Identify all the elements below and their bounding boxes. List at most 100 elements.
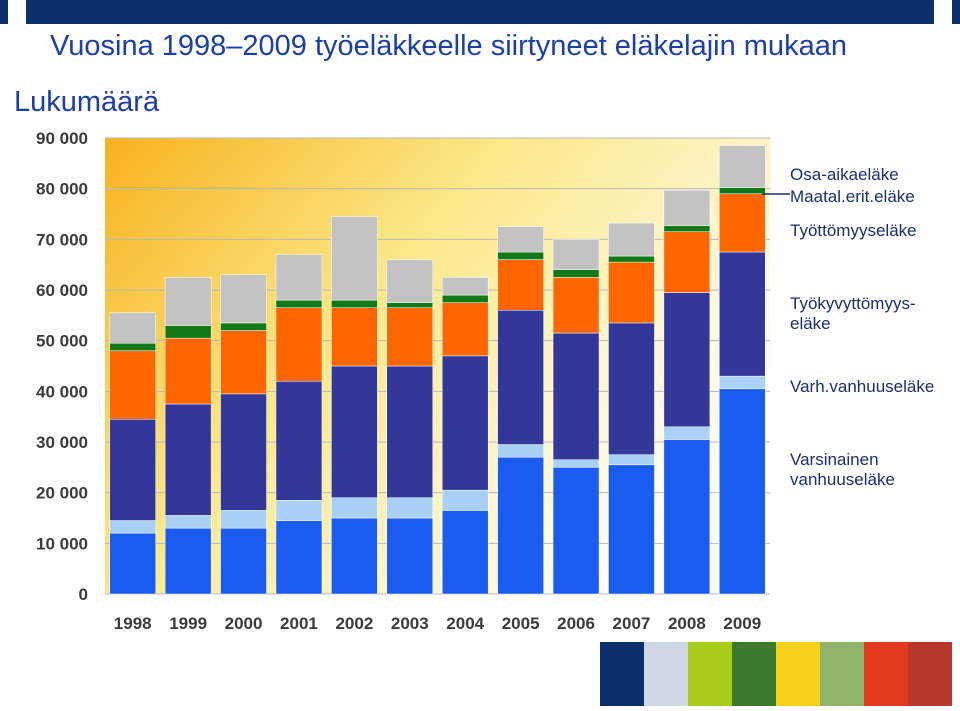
strip-block-lime bbox=[688, 642, 732, 706]
bar-segment bbox=[386, 497, 434, 519]
x-tick-label: 2006 bbox=[557, 614, 595, 633]
legend-varsinainen: Varsinainen vanhuuseläke bbox=[790, 450, 895, 489]
bar-segment bbox=[552, 467, 600, 595]
bar-segment bbox=[275, 299, 323, 308]
legend-tyokyvyttomyyselake: Työkyvyttömyys-eläke bbox=[790, 294, 916, 333]
bar-segment bbox=[275, 380, 323, 501]
bar-segment bbox=[331, 307, 378, 367]
x-axis-ticks: 1998 1999 2000 2001 2002 2003 2004 2005 2006 2007… bbox=[114, 614, 761, 633]
bar-segment bbox=[719, 187, 766, 194]
y-tick-label: 60 000 bbox=[36, 281, 88, 300]
bar-segment bbox=[386, 365, 434, 498]
y-tick-label: 30 000 bbox=[36, 433, 88, 452]
bar-segment bbox=[441, 277, 489, 296]
plot-area bbox=[105, 138, 770, 594]
bar-segment bbox=[663, 225, 711, 232]
x-tick-label: 2004 bbox=[446, 614, 484, 633]
bar-segment bbox=[164, 527, 212, 595]
bar-segment bbox=[164, 515, 212, 529]
stacked-bar-chart: 0 10 000 20 000 30 000 40 000 50 000 60 000 70 … bbox=[36, 129, 790, 633]
y-axis-ticks: 0 10 000 20 000 30 000 40 000 50 000 60 000 70 … bbox=[36, 129, 88, 604]
bar-segment bbox=[497, 226, 544, 253]
bar-segment bbox=[497, 456, 544, 595]
bar-segment bbox=[220, 322, 267, 331]
bar-segment bbox=[386, 259, 434, 303]
strip-photo-field bbox=[820, 642, 864, 706]
banner-notch-left bbox=[8, 0, 26, 24]
y-tick-label: 50 000 bbox=[36, 332, 88, 351]
bar-segment bbox=[220, 393, 267, 511]
x-tick-label: 2002 bbox=[335, 614, 373, 633]
bar-segment bbox=[719, 375, 766, 390]
bar-segment bbox=[663, 189, 711, 226]
slide-title: Vuosina 1998–2009 työeläkkeelle siirtyne… bbox=[50, 30, 847, 62]
bar-segment bbox=[275, 307, 323, 382]
bar-segment bbox=[109, 418, 156, 521]
bar-segment bbox=[663, 439, 711, 595]
bar-segment bbox=[663, 426, 711, 440]
bar-segment bbox=[719, 145, 766, 188]
bar-segment bbox=[608, 255, 655, 263]
bar-segment bbox=[608, 222, 655, 257]
bar-segment bbox=[331, 216, 378, 301]
bars bbox=[109, 145, 766, 595]
bar-segment bbox=[441, 302, 489, 357]
x-tick-label: 2003 bbox=[391, 614, 429, 633]
bar-segment bbox=[109, 520, 156, 534]
bar-segment bbox=[552, 332, 600, 460]
bar-segment bbox=[497, 444, 544, 458]
bar-segment bbox=[164, 325, 212, 339]
bar-segment bbox=[663, 292, 711, 428]
grid-lines bbox=[105, 137, 770, 595]
bar-segment bbox=[386, 517, 434, 595]
bar-segment bbox=[331, 365, 378, 498]
decorative-photo-strip bbox=[600, 642, 952, 706]
x-tick-label: 2001 bbox=[280, 614, 318, 633]
y-tick-label: 40 000 bbox=[36, 382, 88, 401]
bar-segment bbox=[220, 330, 267, 395]
bar-segment bbox=[441, 294, 489, 303]
bar-segment bbox=[441, 489, 489, 511]
bar-segment bbox=[109, 312, 156, 344]
bar-segment bbox=[608, 464, 655, 595]
bar-segment bbox=[109, 350, 156, 420]
strip-block-navy bbox=[600, 642, 644, 706]
bar-segment bbox=[331, 497, 378, 519]
legend-tyottomyyselake: Työttömyyseläke bbox=[790, 221, 917, 240]
bar-segment bbox=[608, 454, 655, 466]
y-tick-label: 10 000 bbox=[36, 534, 88, 553]
bar-segment bbox=[552, 277, 600, 334]
bar-segment bbox=[220, 527, 267, 595]
banner-notch-right bbox=[934, 0, 952, 24]
bar-segment bbox=[220, 274, 267, 324]
bar-segment bbox=[441, 355, 489, 491]
strip-photo-berries bbox=[908, 642, 952, 706]
bar-segment bbox=[552, 239, 600, 270]
bar-segment bbox=[497, 251, 544, 260]
bar-segment bbox=[552, 269, 600, 278]
bar-segment bbox=[386, 307, 434, 367]
y-tick-label: 0 bbox=[79, 585, 88, 604]
bar-segment bbox=[164, 277, 212, 326]
x-tick-label: 2009 bbox=[723, 614, 761, 633]
bar-segment bbox=[275, 500, 323, 521]
top-banner-bar bbox=[0, 0, 960, 24]
bar-segment bbox=[497, 310, 544, 445]
x-tick-label: 2000 bbox=[225, 614, 263, 633]
bar-segment bbox=[164, 403, 212, 516]
bar-segment bbox=[552, 459, 600, 468]
strip-photo-flowers bbox=[732, 642, 776, 706]
x-tick-label: 2008 bbox=[668, 614, 706, 633]
bar-segment bbox=[275, 520, 323, 595]
bar-segment bbox=[497, 259, 544, 311]
y-tick-label: 90 000 bbox=[36, 129, 88, 148]
x-tick-label: 1998 bbox=[114, 614, 152, 633]
bar-segment bbox=[331, 517, 378, 595]
bar-segment bbox=[164, 337, 212, 405]
strip-block-red bbox=[864, 642, 908, 706]
x-tick-label: 1999 bbox=[169, 614, 207, 633]
y-axis-label: Lukumäärä bbox=[14, 86, 160, 118]
strip-photo-winter-trees bbox=[644, 642, 688, 706]
bar-segment bbox=[663, 231, 711, 293]
bar-segment bbox=[719, 193, 766, 253]
